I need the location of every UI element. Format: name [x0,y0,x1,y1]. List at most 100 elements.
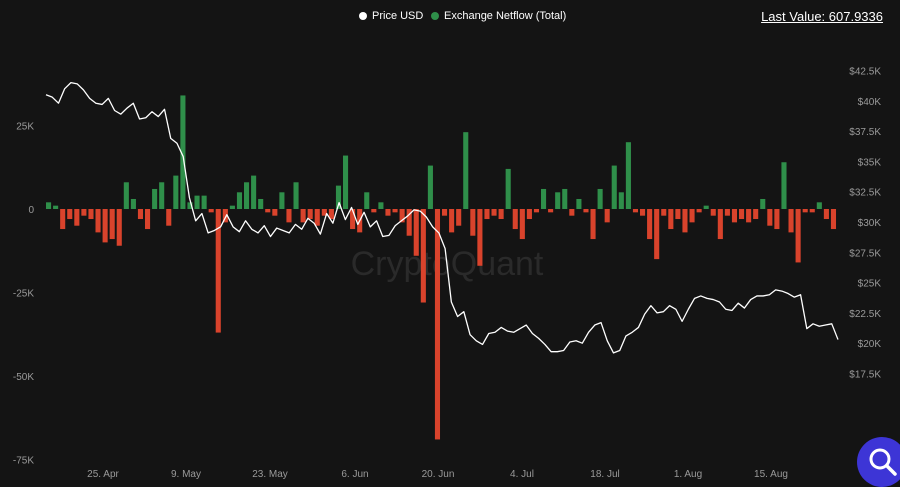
netflow-bar[interactable] [640,209,646,216]
netflow-bar[interactable] [222,209,228,223]
netflow-bar[interactable] [576,198,582,209]
netflow-bar[interactable] [229,205,235,209]
netflow-bar[interactable] [208,209,214,213]
netflow-bar[interactable] [498,209,504,220]
netflow-bar[interactable] [307,209,313,220]
netflow-bar[interactable] [724,209,730,216]
netflow-bar[interactable] [279,192,285,209]
price-series-line[interactable] [45,81,839,354]
netflow-bar[interactable] [215,209,221,333]
netflow-bar[interactable] [244,182,250,209]
netflow-bar[interactable] [434,209,441,440]
netflow-bar[interactable] [654,209,660,260]
netflow-bar[interactable] [74,209,80,226]
netflow-bar[interactable] [109,209,115,240]
netflow-bar[interactable] [823,209,829,220]
netflow-bar[interactable] [88,209,94,220]
netflow-bar[interactable] [321,209,327,216]
netflow-bar[interactable] [449,209,455,233]
netflow-bar[interactable] [95,209,101,233]
netflow-bar[interactable] [470,209,476,236]
netflow-bar[interactable] [675,209,681,220]
netflow-bar[interactable] [456,209,462,226]
netflow-bar[interactable] [533,209,540,213]
netflow-bar[interactable] [661,209,667,216]
netflow-bar[interactable] [81,209,87,216]
netflow-bar[interactable] [413,209,419,256]
netflow-bar[interactable] [364,192,370,209]
netflow-bar[interactable] [618,192,624,209]
netflow-bar[interactable] [830,209,837,230]
netflow-bar[interactable] [477,209,483,266]
netflow-bar[interactable] [286,209,292,223]
search-button[interactable] [857,437,900,487]
netflow-bar[interactable] [753,209,759,220]
netflow-bar[interactable] [802,209,808,213]
netflow-bar[interactable] [187,202,193,209]
netflow-bar[interactable] [739,209,745,220]
netflow-bar[interactable] [328,209,334,220]
netflow-bar[interactable] [251,175,257,209]
netflow-bar[interactable] [795,209,801,263]
netflow-bar[interactable] [548,209,554,213]
last-value-link[interactable]: Last Value: 607.9336 [761,9,883,24]
legend-item-netflow[interactable]: Exchange Netflow (Total) [431,10,566,22]
netflow-bar[interactable] [194,195,200,209]
netflow-bar[interactable] [145,209,151,230]
netflow-bar[interactable] [265,209,271,213]
netflow-bar[interactable] [442,209,448,216]
netflow-bar[interactable] [746,209,752,223]
netflow-bar[interactable] [130,198,136,209]
netflow-bar[interactable] [371,209,377,213]
netflow-bar[interactable] [512,209,518,230]
netflow-bar[interactable] [816,202,822,209]
netflow-bar[interactable] [484,209,490,220]
netflow-bar[interactable] [102,209,108,243]
netflow-bar[interactable] [300,209,306,223]
netflow-bar[interactable] [350,209,356,230]
netflow-bar[interactable] [378,202,384,209]
netflow-bar[interactable] [767,209,773,226]
netflow-bar[interactable] [392,209,398,213]
netflow-bar[interactable] [541,188,547,209]
netflow-bar[interactable] [180,95,186,209]
netflow-bar[interactable] [731,209,738,223]
netflow-bar[interactable] [201,195,207,209]
netflow-bar[interactable] [696,209,702,213]
netflow-bar[interactable] [689,209,695,223]
netflow-bar[interactable] [335,185,342,209]
netflow-bar[interactable] [562,188,568,209]
netflow-bar[interactable] [569,209,575,216]
netflow-bar[interactable] [491,209,497,216]
netflow-bar[interactable] [406,209,412,236]
netflow-bar[interactable] [710,209,716,216]
netflow-bar[interactable] [293,182,299,209]
netflow-bar[interactable] [519,209,525,240]
netflow-bar[interactable] [583,209,589,213]
netflow-bar[interactable] [123,182,129,209]
netflow-bar[interactable] [632,209,639,213]
netflow-bar[interactable] [343,155,349,209]
netflow-bar[interactable] [314,209,320,226]
netflow-bar[interactable] [682,209,688,233]
netflow-bar[interactable] [668,209,674,230]
netflow-bar[interactable] [272,209,278,216]
netflow-bar[interactable] [590,209,596,240]
legend-item-price[interactable]: Price USD [359,10,423,22]
netflow-bar[interactable] [427,165,433,209]
netflow-bar[interactable] [152,188,158,209]
netflow-bar[interactable] [774,209,780,230]
netflow-bar[interactable] [258,198,264,209]
netflow-bar[interactable] [463,132,469,209]
netflow-bar[interactable] [236,192,243,209]
netflow-bar[interactable] [60,209,66,230]
netflow-bar[interactable] [717,209,723,240]
netflow-bar[interactable] [46,202,52,209]
netflow-bar[interactable] [166,209,172,226]
netflow-bar[interactable] [173,175,179,209]
netflow-bar[interactable] [399,209,405,223]
netflow-bar[interactable] [137,209,144,220]
netflow-bar[interactable] [420,209,426,303]
netflow-bar[interactable] [647,209,653,240]
netflow-bar[interactable] [625,142,631,209]
